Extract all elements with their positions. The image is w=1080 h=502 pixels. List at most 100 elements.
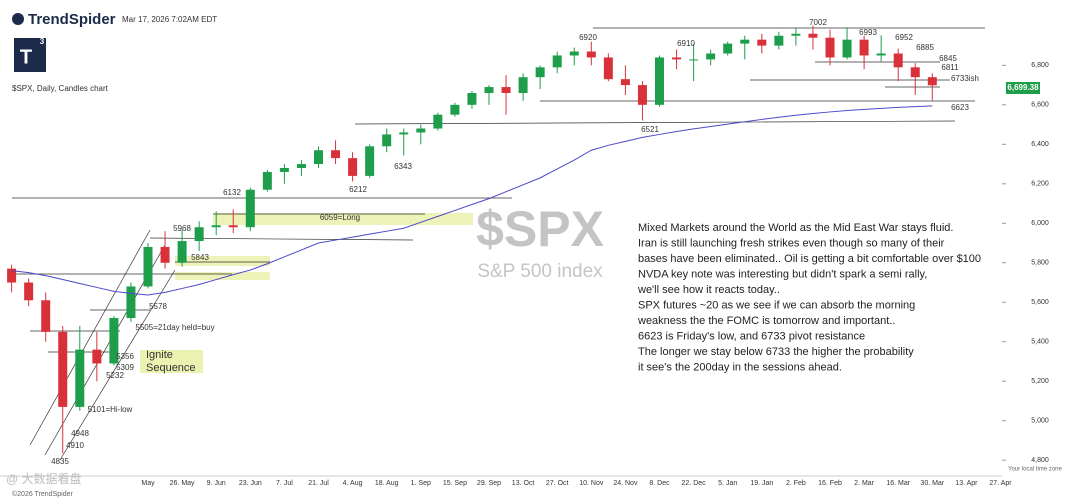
candle-body [160, 246, 170, 263]
annotation: 4835 [51, 457, 69, 466]
logo: T [20, 46, 32, 68]
candle-body [467, 92, 477, 105]
annotation: 5356 [116, 352, 134, 361]
x-tick-label: 2. Feb [786, 480, 806, 487]
x-tick-label: 27. Oct [546, 480, 569, 487]
annotation: Sequence [146, 362, 196, 374]
candle-body [58, 331, 68, 407]
candle-body [262, 171, 272, 190]
highlight [175, 272, 270, 280]
annotation: 6343 [394, 162, 412, 171]
y-tick-label: 5,000 [1031, 418, 1049, 425]
candle-body [876, 53, 886, 56]
watermark-symbol: $SPX [476, 201, 604, 257]
candle-body [194, 227, 204, 242]
x-tick-label: 8. Dec [649, 480, 670, 487]
annotation: 5843 [191, 253, 209, 262]
x-tick-label: 9. Jun [207, 480, 226, 487]
annotation: 6212 [349, 185, 367, 194]
x-tick-label: 13. Apr [955, 480, 978, 487]
annotation: 4910 [66, 441, 84, 450]
annotation: 5101=Hi-low [88, 405, 133, 414]
x-tick-label: 15. Sep [443, 480, 467, 487]
candle-body [655, 57, 664, 105]
annotation: 6910 [677, 39, 695, 48]
candle-body [41, 300, 51, 332]
highlight [175, 256, 270, 266]
moving-average [11, 105, 933, 296]
annotation: 6845 [939, 54, 957, 63]
commentary-line: Iran is still launching fresh strikes ev… [638, 237, 945, 249]
annotation: 6993 [859, 28, 877, 37]
candle-body [774, 35, 784, 46]
candle-body [859, 39, 869, 56]
x-tick-label: 2. Mar [854, 480, 875, 487]
candle-body [143, 246, 153, 287]
candle-body [228, 225, 238, 228]
candle-body [416, 128, 426, 133]
commentary-line: SPX futures ~20 as we see if we can abso… [638, 299, 915, 311]
last-price: 6,699.38 [1007, 83, 1039, 92]
annotation: 4948 [71, 429, 89, 438]
x-tick-label: 27. Apr [989, 480, 1012, 487]
candle-body [893, 53, 903, 68]
annotation: 5505=21day held=buy [135, 323, 214, 332]
x-tick-label: 19. Jan [750, 480, 773, 487]
candle-body [825, 37, 835, 58]
candle-body [24, 282, 34, 301]
commentary-line: it see's the 200day in the sessions ahea… [638, 361, 842, 373]
watermark-name: S&P 500 index [477, 261, 603, 282]
candle-body [535, 67, 545, 78]
candle-body [808, 33, 818, 38]
timestamp: Mar 17, 2026 7:02AM EDT [122, 15, 217, 24]
candle-body [603, 57, 613, 80]
annotation: 6623 [951, 103, 969, 112]
candle-body [586, 51, 596, 58]
candle-body [92, 349, 102, 364]
highlight [140, 350, 203, 373]
y-tick-label: 5,800 [1031, 260, 1049, 267]
x-tick-label: 26. May [170, 480, 195, 487]
price-tag [1006, 82, 1040, 94]
commentary-line: bases have been eliminated.. Oil is gett… [638, 253, 981, 265]
annotation: 5968 [173, 224, 191, 233]
x-tick-label: 5. Jan [718, 480, 737, 487]
x-tick-label: 16. Feb [818, 480, 842, 487]
candle-body [331, 150, 341, 159]
annotation: 5309 [116, 363, 134, 372]
candle-body [791, 33, 801, 36]
x-tick-label: 1. Sep [411, 480, 431, 487]
highlight [213, 213, 473, 225]
x-tick-label: 4. Aug [343, 480, 363, 487]
brand-icon [12, 13, 24, 25]
candle-body [569, 51, 579, 56]
commentary-line: we'll see how it reacts today.. [637, 284, 780, 296]
annotation: 6952 [895, 33, 913, 42]
commentary-line: The longer we stay below 6733 the higher… [638, 346, 914, 358]
y-tick-label: 5,400 [1031, 339, 1049, 346]
logo-box [14, 38, 46, 72]
commentary-line: NVDA key note was interesting but didn't… [638, 268, 927, 280]
copyright: ©2026 TrendSpider [12, 490, 73, 498]
annotation: 6059=Long [320, 213, 360, 222]
timezone-note: Your local time zone [1008, 467, 1062, 473]
candle-body [75, 349, 85, 407]
candle-body [501, 87, 511, 93]
candle-body [620, 79, 630, 86]
x-tick-label: 30. Mar [920, 480, 944, 487]
candle-body [365, 146, 375, 176]
candle-body [296, 164, 306, 169]
candle-body [382, 134, 392, 147]
logo-sup: 3 [40, 37, 45, 46]
level-line [354, 120, 956, 125]
annotation: 7002 [809, 18, 827, 27]
brand: TrendSpider [28, 11, 116, 28]
candle-body [842, 39, 852, 58]
x-tick-label: May [141, 480, 155, 487]
x-tick-label: 21. Jul [308, 480, 329, 487]
candle-body [126, 286, 136, 319]
annotation: 6920 [579, 33, 597, 42]
annotation: 6733ish [951, 74, 979, 83]
candle-body [484, 87, 494, 93]
